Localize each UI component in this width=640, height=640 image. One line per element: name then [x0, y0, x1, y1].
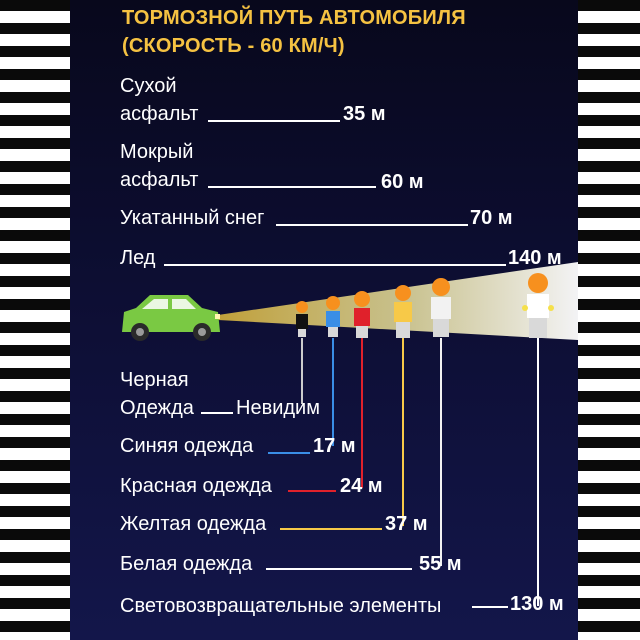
surface-dry-label-2: асфальт — [120, 103, 199, 125]
clothing-black-label-1: Черная — [120, 369, 189, 391]
pedestrian-yellow-icon — [394, 285, 412, 338]
surface-ice-underline — [164, 264, 506, 266]
connector-red — [361, 338, 363, 488]
connector-black — [301, 338, 303, 404]
clothing-red-label: Красная одежда — [120, 475, 272, 497]
right-stripe-border — [570, 0, 640, 640]
clothing-reflective-label: Световозвращательные элементы — [120, 595, 442, 617]
connector-yellow — [402, 338, 404, 526]
clothing-red-value: 24 м — [340, 475, 383, 497]
connector-white — [440, 338, 442, 566]
surface-wet-underline — [208, 186, 376, 188]
surface-ice-value: 140 м — [508, 247, 562, 269]
surface-snow-underline — [276, 224, 468, 226]
surface-snow-label: Укатанный снег — [120, 207, 265, 229]
surface-wet-label-2: асфальт — [120, 169, 199, 191]
clothing-yellow-underline — [280, 528, 382, 530]
pedestrian-blue-icon — [326, 296, 340, 337]
clothing-black-underline — [201, 412, 233, 414]
surface-wet-label-1: Мокрый — [120, 141, 194, 163]
clothing-yellow-value: 37 м — [385, 513, 428, 535]
surface-dry-value: 35 м — [343, 103, 386, 125]
clothing-yellow-label: Желтая одежда — [120, 513, 267, 535]
clothing-blue-value: 17 м — [313, 435, 356, 457]
pedestrian-red-icon — [354, 291, 370, 338]
clothing-reflective-value: 130 м — [510, 593, 564, 615]
title-line-1: ТОРМОЗНОЙ ПУТЬ АВТОМОБИЛЯ — [122, 7, 466, 29]
surface-wet-value: 60 м — [381, 171, 424, 193]
pedestrian-white-icon — [431, 278, 451, 337]
clothing-black-label-2: Одежда — [120, 397, 194, 419]
pedestrian-black-icon — [296, 301, 308, 337]
clothing-blue-underline — [268, 452, 310, 454]
clothing-reflective-underline — [472, 606, 508, 608]
connector-reflective — [537, 338, 539, 606]
left-stripe-border — [0, 0, 70, 640]
clothing-white-underline — [266, 568, 412, 570]
car-icon — [122, 295, 220, 341]
surface-snow-value: 70 м — [470, 207, 513, 229]
clothing-white-label: Белая одежда — [120, 553, 253, 575]
surface-dry-underline — [208, 120, 340, 122]
title-line-2: (СКОРОСТЬ - 60 КМ/Ч) — [122, 35, 345, 57]
infographic-panel: ТОРМОЗНОЙ ПУТЬ АВТОМОБИЛЯ (СКОРОСТЬ - 60… — [70, 0, 578, 640]
clothing-black-value: Невидим — [236, 397, 320, 419]
clothing-blue-label: Синяя одежда — [120, 435, 254, 457]
surface-ice-label: Лед — [120, 247, 156, 269]
surface-dry-label-1: Сухой — [120, 75, 177, 97]
clothing-white-value: 55 м — [419, 553, 462, 575]
pedestrian-reflective-icon — [522, 273, 554, 338]
connector-blue — [332, 338, 334, 446]
headlight-scene — [122, 262, 578, 341]
clothing-red-underline — [288, 490, 336, 492]
